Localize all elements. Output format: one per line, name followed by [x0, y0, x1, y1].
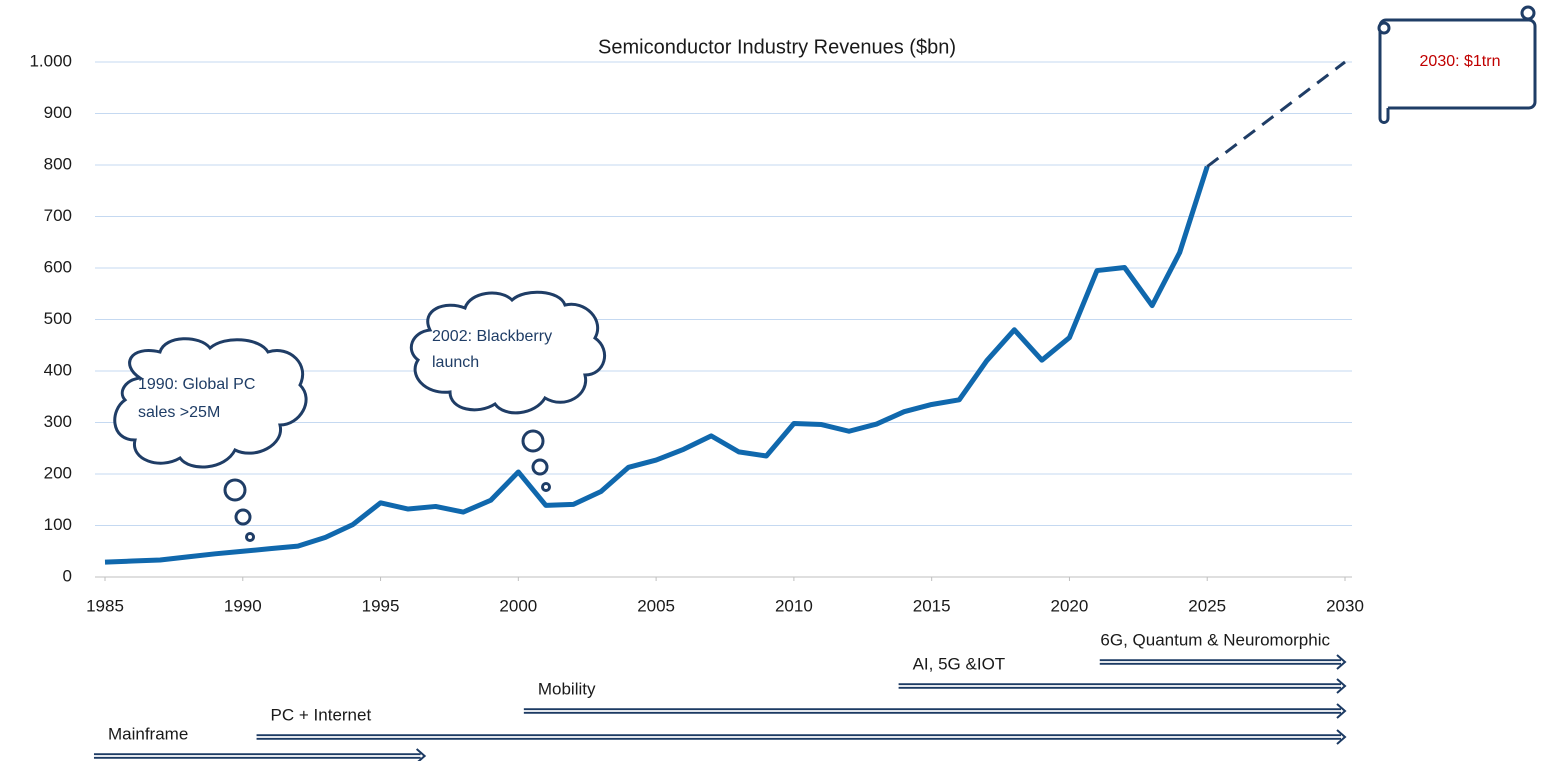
x-tick-label: 1985 — [86, 596, 124, 615]
y-tick-label: 700 — [44, 206, 72, 225]
y-tick-label: 1.000 — [29, 51, 72, 70]
y-tick-label: 900 — [44, 103, 72, 122]
y-tick-label: 400 — [44, 360, 72, 379]
y-tick-label: 300 — [44, 412, 72, 431]
x-tick-label: 2010 — [775, 596, 813, 615]
era-arrow — [257, 730, 1345, 744]
x-tick-label: 2020 — [1051, 596, 1089, 615]
era-arrow — [94, 749, 425, 761]
x-tick-label: 2030 — [1326, 596, 1364, 615]
era-arrow-head — [1337, 679, 1345, 693]
y-tick-label: 200 — [44, 463, 72, 482]
era-arrow — [899, 679, 1345, 693]
era-label: 6G, Quantum & Neuromorphic — [1100, 630, 1330, 649]
annotation-text: launch — [432, 354, 479, 371]
y-tick-label: 800 — [44, 154, 72, 173]
thought-cloud — [411, 292, 604, 490]
era-arrow-head — [1337, 655, 1345, 669]
y-tick-label: 600 — [44, 257, 72, 276]
annotation-text: 2030: $1trn — [1420, 53, 1501, 70]
forecast-line — [1207, 62, 1345, 167]
thought-cloud — [115, 339, 306, 541]
x-tick-label: 1995 — [362, 596, 400, 615]
y-tick-label: 500 — [44, 309, 72, 328]
era-label: AI, 5G &IOT — [913, 654, 1006, 673]
y-tick-label: 0 — [63, 566, 72, 585]
era-label: PC + Internet — [271, 705, 372, 724]
era-label: Mainframe — [108, 724, 188, 743]
y-tick-label: 100 — [44, 515, 72, 534]
x-tick-label: 2005 — [637, 596, 675, 615]
chart: Semiconductor Industry Revenues ($bn) 01… — [0, 0, 1545, 761]
x-tick-label: 2015 — [913, 596, 951, 615]
x-tick-label: 1990 — [224, 596, 262, 615]
annotation-text: sales >25M — [138, 404, 220, 421]
era-arrow — [1100, 655, 1345, 669]
x-tick-label: 2025 — [1188, 596, 1226, 615]
annotation-text: 2002: Blackberry — [432, 328, 552, 345]
x-tick-label: 2000 — [499, 596, 537, 615]
annotation-text: 1990: Global PC — [138, 376, 255, 393]
chart-title: Semiconductor Industry Revenues ($bn) — [598, 36, 956, 58]
era-arrow-head — [1337, 730, 1345, 744]
era-arrow — [524, 704, 1345, 718]
era-label: Mobility — [538, 679, 596, 698]
era-arrow-head — [1337, 704, 1345, 718]
